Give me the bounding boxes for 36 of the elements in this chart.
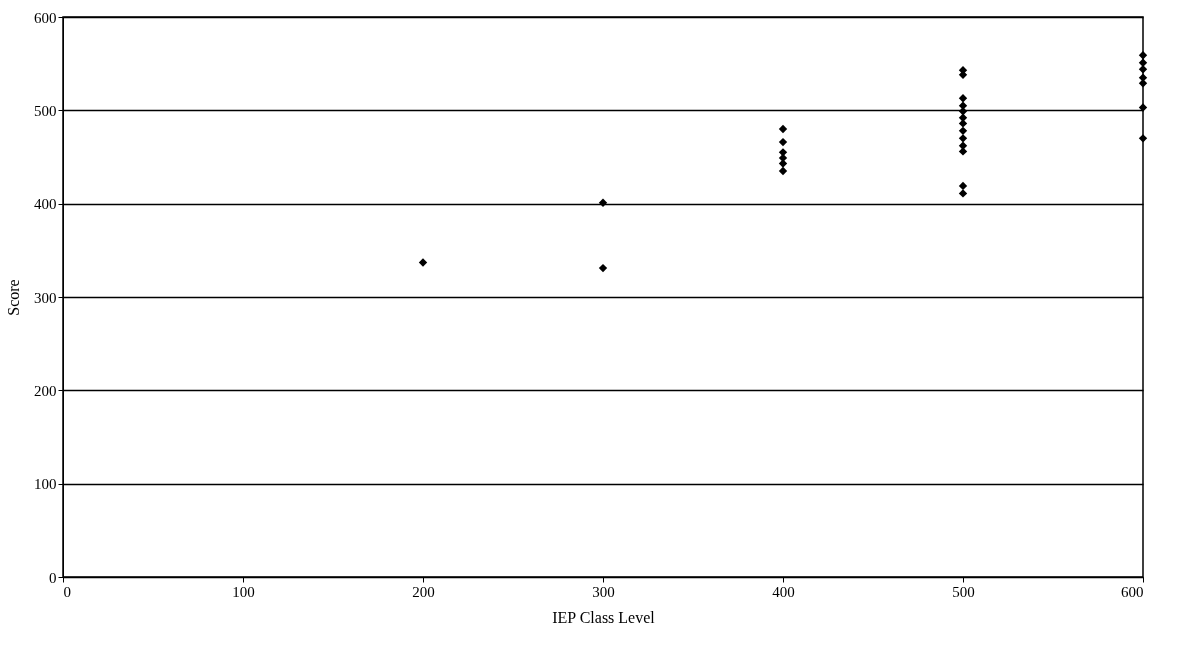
- point: [958, 134, 968, 143]
- point: [778, 124, 788, 134]
- point: [598, 263, 608, 273]
- point: [778, 166, 788, 176]
- point: [958, 189, 968, 198]
- point: [778, 137, 788, 147]
- point: [598, 198, 608, 207]
- y-tick-label: 200: [34, 382, 57, 399]
- x-tick-label: 0: [63, 583, 71, 600]
- y-tick-label: 100: [34, 476, 57, 493]
- point: [1138, 103, 1148, 112]
- y-tick-label: 400: [34, 196, 57, 213]
- y-tick-label: 300: [34, 289, 57, 306]
- point: [958, 94, 968, 103]
- x-tick-label: 400: [772, 583, 795, 600]
- point: [1138, 51, 1148, 60]
- x-tick-label: 100: [232, 583, 255, 600]
- x-tick-label: 500: [952, 583, 975, 600]
- x-tick-label: 600: [1121, 583, 1144, 600]
- y-axis-title: Score: [5, 279, 22, 316]
- y-tick-label: 0: [49, 569, 57, 586]
- point: [418, 258, 428, 267]
- point: [1138, 58, 1148, 67]
- point: [1138, 79, 1148, 88]
- point: [958, 119, 968, 128]
- point: [1138, 65, 1148, 74]
- x-axis-title: IEP Class Level: [552, 608, 656, 626]
- y-tick-label: 500: [34, 102, 57, 119]
- point: [958, 147, 968, 156]
- point: [778, 159, 788, 168]
- point: [958, 181, 968, 191]
- y-tick-label: 600: [34, 9, 57, 26]
- x-tick-label: 300: [592, 583, 615, 600]
- point: [1138, 134, 1148, 143]
- point: [958, 126, 968, 136]
- x-tick-label: 200: [412, 583, 435, 600]
